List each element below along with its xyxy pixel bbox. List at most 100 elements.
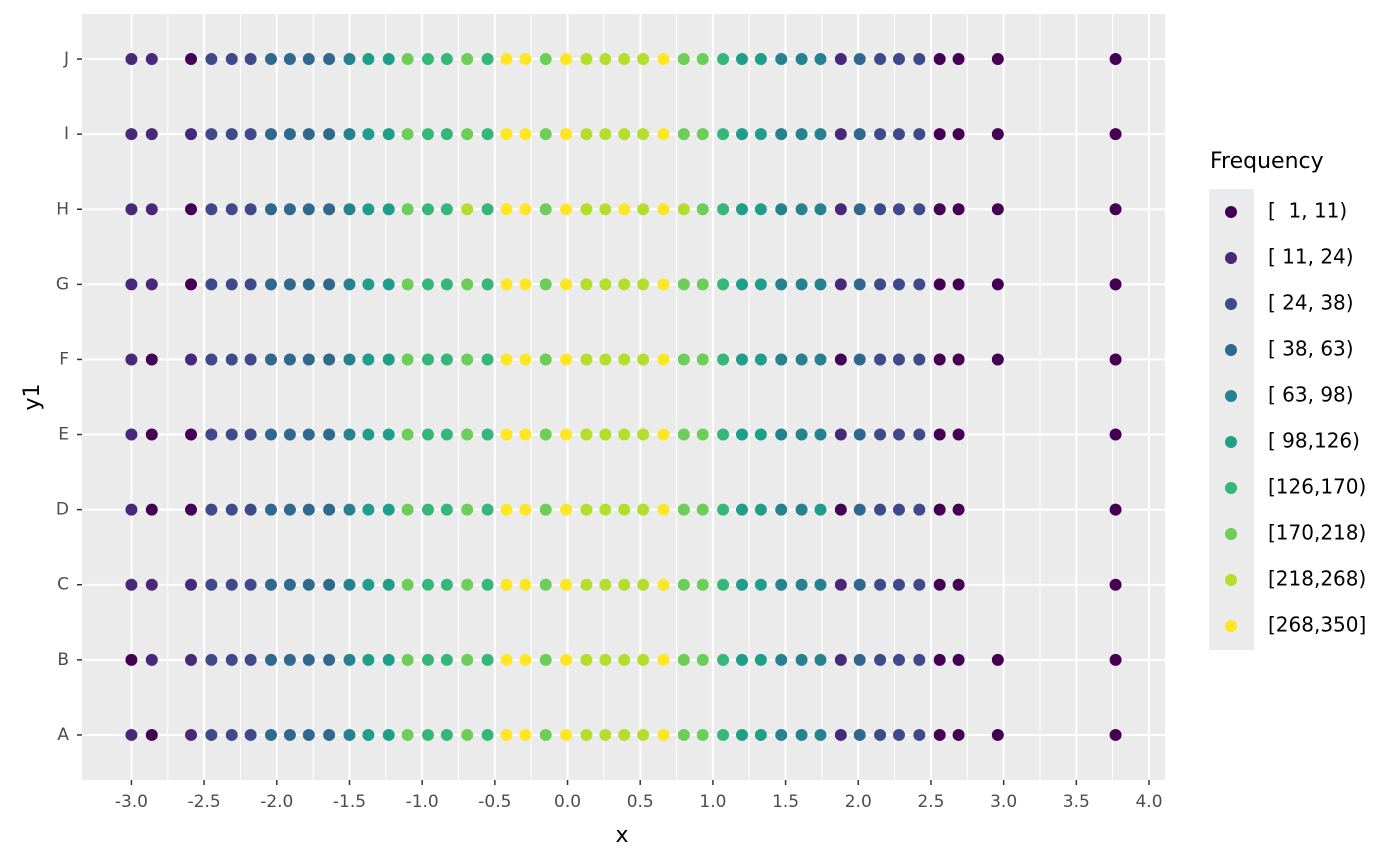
point [775,353,788,366]
point [461,53,474,66]
x-tick-label: -3.0 [115,792,148,812]
point [599,53,612,66]
point [696,53,709,66]
point [205,128,218,141]
point [323,128,336,141]
point [264,353,277,366]
point [500,578,513,591]
point [933,428,946,441]
point [481,503,494,516]
legend-label: [ 98,126) [1268,429,1360,453]
y-tick-label: C [57,575,69,595]
y-tick-label: A [57,725,69,745]
point [560,653,573,666]
point [461,353,474,366]
point [225,578,238,591]
point [401,128,414,141]
point [735,503,748,516]
point [461,203,474,216]
point [500,428,513,441]
point [913,278,926,291]
point [657,728,670,741]
point [343,578,356,591]
point [481,53,494,66]
point [125,578,138,591]
point [599,503,612,516]
point [618,203,631,216]
point [834,728,847,741]
point [580,353,593,366]
point [225,353,238,366]
point [618,128,631,141]
point [244,428,257,441]
point [795,578,808,591]
point [244,728,257,741]
point [302,728,315,741]
point [1109,428,1122,441]
point [481,578,494,591]
legend-label: [ 63, 98) [1268,383,1354,407]
point [461,578,474,591]
point [283,353,296,366]
point [185,428,198,441]
point [500,503,513,516]
point [205,53,218,66]
point [637,428,650,441]
x-tick-label: 1.5 [772,792,799,812]
point [657,503,670,516]
legend-label: [126,170) [1268,475,1366,499]
point [382,128,395,141]
point [440,203,453,216]
point [382,653,395,666]
point [401,278,414,291]
point [735,128,748,141]
point [440,503,453,516]
point [795,428,808,441]
legend-key [1225,252,1237,264]
point [834,353,847,366]
point [952,53,965,66]
point [795,203,808,216]
point [401,353,414,366]
point [283,203,296,216]
point [874,278,887,291]
point [853,728,866,741]
point [677,428,690,441]
point [461,128,474,141]
legend-label: [ 1, 11) [1268,199,1347,223]
point [145,428,158,441]
point [618,728,631,741]
point [853,203,866,216]
point [834,278,847,291]
point [205,578,218,591]
point [401,203,414,216]
point [696,128,709,141]
point [145,653,158,666]
point [952,653,965,666]
point [145,503,158,516]
point [677,353,690,366]
point [145,353,158,366]
point [185,53,198,66]
point [421,353,434,366]
point [933,728,946,741]
point [343,53,356,66]
point [834,503,847,516]
point [599,278,612,291]
point [952,278,965,291]
point [560,428,573,441]
point [264,203,277,216]
point [677,53,690,66]
point [401,578,414,591]
point [892,278,905,291]
point [323,653,336,666]
point [814,128,827,141]
point [599,653,612,666]
point [913,353,926,366]
point [244,503,257,516]
point [560,203,573,216]
point [421,728,434,741]
point [125,203,138,216]
point [735,428,748,441]
point [440,278,453,291]
